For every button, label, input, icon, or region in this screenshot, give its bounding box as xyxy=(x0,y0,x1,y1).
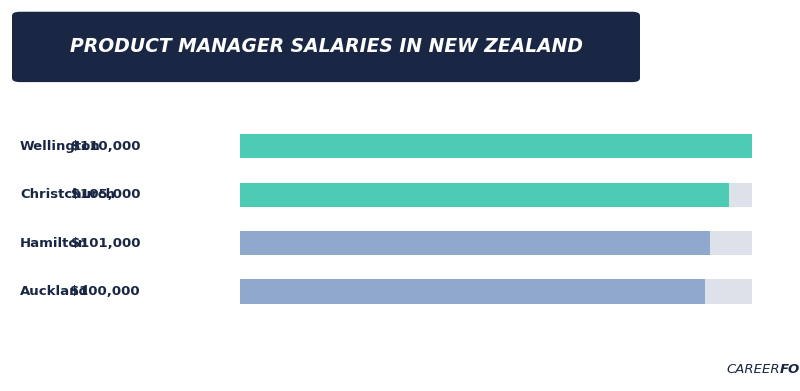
Text: Auckland: Auckland xyxy=(20,285,89,298)
Text: $110,000: $110,000 xyxy=(70,140,140,153)
Text: Christchurch: Christchurch xyxy=(20,188,115,201)
Text: $101,000: $101,000 xyxy=(70,237,140,250)
Bar xyxy=(240,183,729,207)
Bar xyxy=(240,280,706,304)
Text: FOUNDRY: FOUNDRY xyxy=(780,363,800,376)
Text: $105,000: $105,000 xyxy=(70,188,140,201)
Bar xyxy=(240,280,752,304)
Text: Wellington: Wellington xyxy=(20,140,101,153)
Bar xyxy=(240,183,752,207)
Bar xyxy=(240,231,752,255)
Text: Hamilton: Hamilton xyxy=(20,237,88,250)
Bar xyxy=(240,134,752,158)
Text: PRODUCT MANAGER SALARIES IN NEW ZEALAND: PRODUCT MANAGER SALARIES IN NEW ZEALAND xyxy=(70,38,582,56)
Text: $100,000: $100,000 xyxy=(70,285,140,298)
Bar xyxy=(240,231,710,255)
Text: CAREER: CAREER xyxy=(726,363,780,376)
Bar xyxy=(240,134,752,158)
